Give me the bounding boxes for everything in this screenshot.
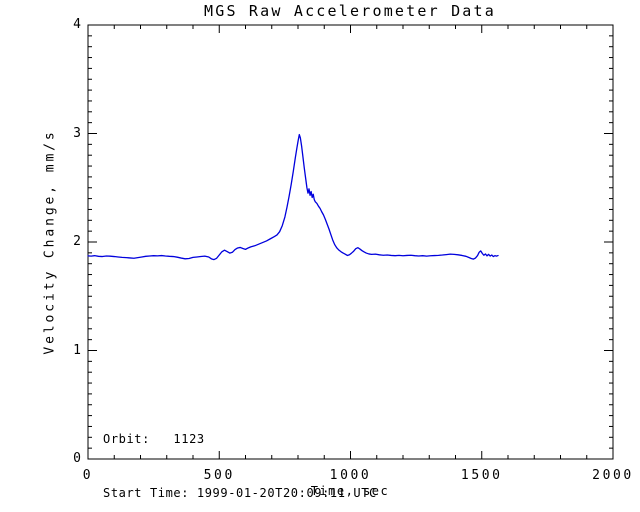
x-axis-title: Time, sec [310,484,390,498]
x-tick-label: 500 [203,468,235,483]
y-tick-label: 3 [73,125,81,141]
y-tick-label: 0 [73,451,81,466]
chart-title: MGS Raw Accelerometer Data [204,2,496,20]
annotation-start-time: Start Time: 1999-01-20T20:09:11 UTC [103,486,377,500]
annotation-orbit: Orbit: 1123 [103,432,205,446]
y-tick-label: 4 [73,17,81,32]
annotation-block: Orbit: 1123 Start Time: 1999-01-20T20:09… [103,394,377,512]
x-tick-label: 1500 [460,468,503,483]
y-tick-label: 1 [73,342,81,358]
x-tick-label: 1000 [329,468,372,483]
x-tick-label: 0 [82,468,94,483]
x-tick-label: 2000 [592,468,634,483]
y-tick-label: 2 [73,234,81,249]
data-line [87,133,499,261]
